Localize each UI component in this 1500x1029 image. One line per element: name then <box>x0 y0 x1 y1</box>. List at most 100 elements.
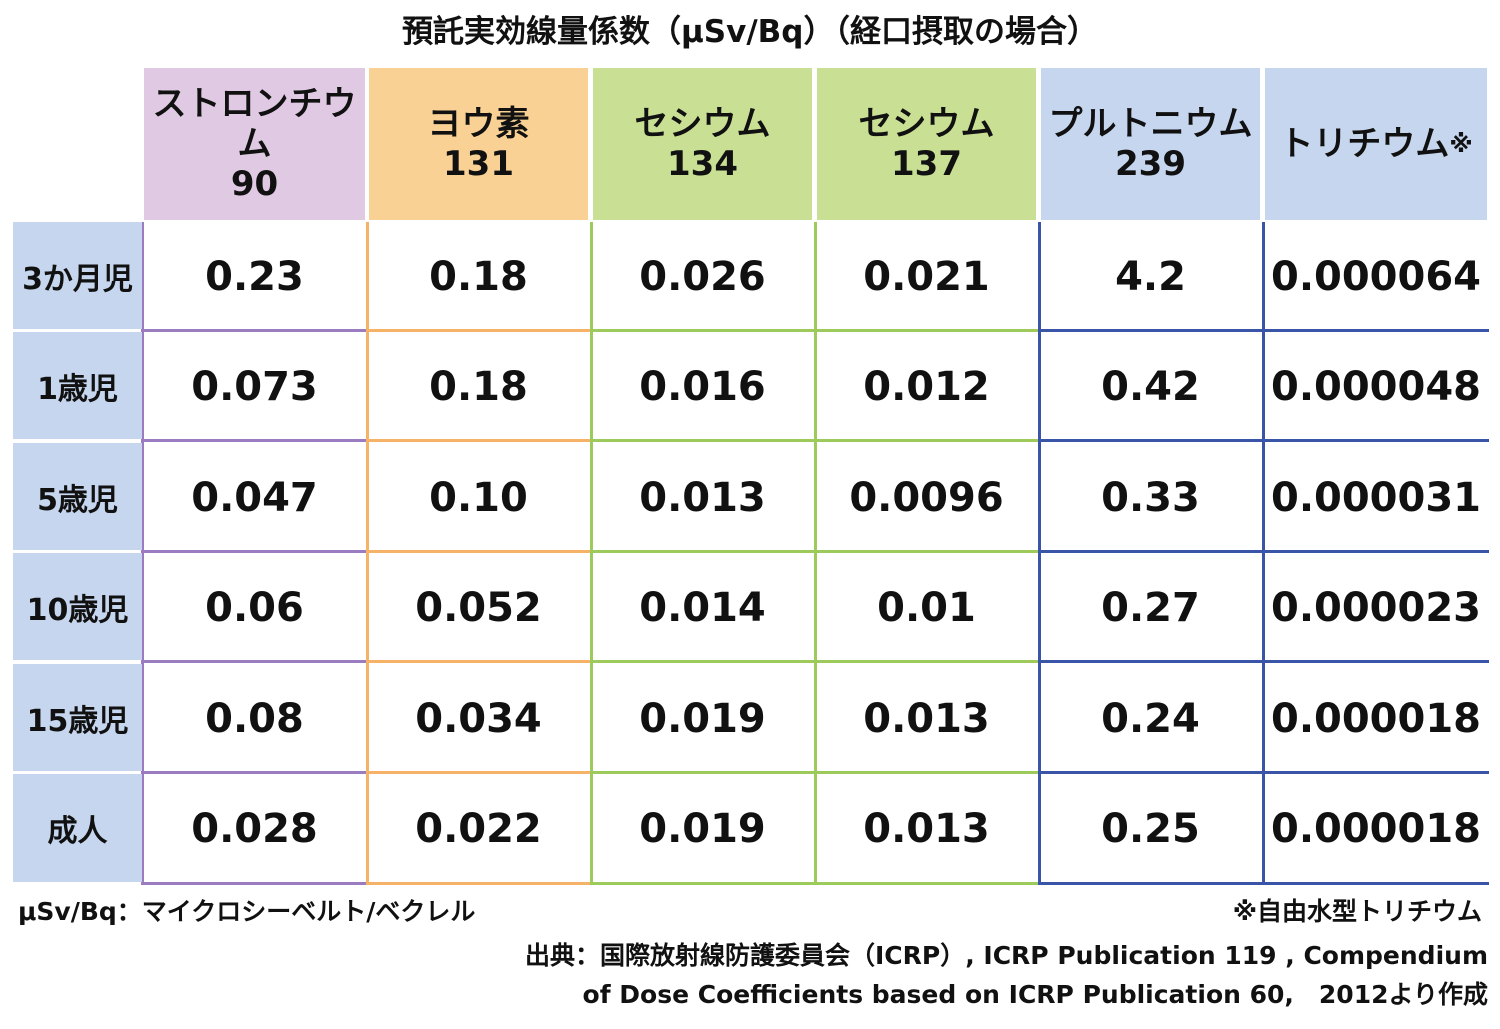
column-divider <box>366 222 369 884</box>
row-divider <box>1038 329 1262 332</box>
column-header: セシウム 134 <box>593 68 812 220</box>
table-cell: 0.000064 <box>1270 253 1482 300</box>
table-cell: 0.08 <box>205 695 304 742</box>
column-header-name: ストロンチウム <box>152 84 357 164</box>
table-cell: 0.000031 <box>1270 474 1482 521</box>
row-divider <box>366 771 590 774</box>
source-line-1: 出典：国際放射線防護委員会（ICRP）, ICRP Publication 11… <box>524 941 1488 970</box>
column-divider <box>1038 222 1041 884</box>
row-header: 3か月児 <box>13 222 142 329</box>
row-divider <box>590 329 814 332</box>
row-divider <box>814 660 1038 663</box>
table-cell: 4.2 <box>1115 253 1186 300</box>
row-divider <box>1262 550 1489 553</box>
table-cell: 0.000018 <box>1270 806 1482 852</box>
column-header-name: プルトニウム <box>1048 104 1253 144</box>
row-divider <box>141 550 367 553</box>
column-header-name: トリチウム <box>1279 124 1450 164</box>
table-cell: 0.022 <box>415 806 542 852</box>
table-cell: 0.016 <box>639 363 766 410</box>
column-divider <box>141 222 144 884</box>
table-cell: 0.25 <box>1101 806 1200 852</box>
table-cell: 0.27 <box>1101 584 1200 631</box>
table-cell: 0.019 <box>639 695 766 742</box>
column-header: セシウム 137 <box>817 68 1036 220</box>
row-header: 成人 <box>13 774 142 882</box>
row-header: 15歳児 <box>13 664 142 771</box>
row-divider <box>141 882 367 885</box>
table-cell: 0.000023 <box>1270 584 1482 631</box>
row-divider <box>141 439 367 442</box>
row-divider <box>1262 882 1489 885</box>
row-header: 1歳児 <box>13 332 142 439</box>
table-cell: 0.000048 <box>1270 363 1482 410</box>
table-cell: 0.18 <box>429 253 528 300</box>
column-header-name: セシウム <box>858 104 995 144</box>
table-cell: 0.052 <box>415 584 542 631</box>
table-cell: 0.012 <box>863 363 990 410</box>
table-cell: 0.026 <box>639 253 766 300</box>
row-header: 10歳児 <box>13 553 142 660</box>
table-cell: 0.021 <box>863 253 990 300</box>
table-cell: 0.06 <box>205 584 304 631</box>
row-divider <box>814 329 1038 332</box>
column-header: プルトニウム 239 <box>1041 68 1260 220</box>
table-cell: 0.034 <box>415 695 542 742</box>
row-divider <box>1038 550 1262 553</box>
row-divider <box>366 550 590 553</box>
row-divider <box>1038 660 1262 663</box>
row-divider <box>141 771 367 774</box>
row-divider <box>141 660 367 663</box>
column-divider <box>590 222 593 884</box>
column-header-name: セシウム <box>634 104 771 144</box>
column-header: ストロンチウム 90 <box>144 68 365 220</box>
source-line-2: of Dose Coefficients based on ICRP Publi… <box>582 980 1488 1009</box>
row-divider <box>1262 329 1489 332</box>
table-cell: 0.18 <box>429 363 528 410</box>
table-title: 預託実効線量係数（μSv/Bq）（経口摂取の場合） <box>402 14 1098 50</box>
column-divider <box>814 222 817 884</box>
row-divider <box>590 882 814 885</box>
row-divider <box>366 439 590 442</box>
table-cell: 0.33 <box>1101 474 1200 521</box>
row-divider <box>814 771 1038 774</box>
tritium-note: ※自由水型トリチウム <box>1232 897 1482 926</box>
column-header-number: 137 <box>891 144 962 184</box>
column-header: トリチウム ※ <box>1265 68 1487 220</box>
row-divider <box>1038 771 1262 774</box>
column-header-number: 134 <box>667 144 738 184</box>
row-divider <box>814 550 1038 553</box>
column-header-number: 131 <box>443 144 514 184</box>
row-divider <box>1262 660 1489 663</box>
row-divider <box>1262 771 1489 774</box>
row-divider <box>366 882 590 885</box>
table-cell: 0.013 <box>863 806 990 852</box>
table-cell: 0.013 <box>863 695 990 742</box>
row-divider <box>814 439 1038 442</box>
column-header: ヨウ素 131 <box>369 68 588 220</box>
column-divider <box>1262 222 1265 884</box>
footnote-mark: ※ <box>1449 130 1473 158</box>
row-divider <box>814 882 1038 885</box>
table-cell: 0.000018 <box>1270 695 1482 742</box>
row-divider <box>1038 882 1262 885</box>
row-divider <box>1262 439 1489 442</box>
row-header: 5歳児 <box>13 443 142 550</box>
unit-note: μSv/Bq：マイクロシーベルト/ベクレル <box>18 897 476 926</box>
row-divider <box>590 771 814 774</box>
row-divider <box>366 660 590 663</box>
table-cell: 0.073 <box>191 363 318 410</box>
row-divider <box>1038 439 1262 442</box>
table-cell: 0.24 <box>1101 695 1200 742</box>
table-cell: 0.0096 <box>849 474 1004 521</box>
column-header-name: ヨウ素 <box>427 104 530 144</box>
table-cell: 0.42 <box>1101 363 1200 410</box>
column-header-number: 90 <box>230 164 279 204</box>
table-cell: 0.10 <box>429 474 528 521</box>
table-cell: 0.013 <box>639 474 766 521</box>
table-cell: 0.019 <box>639 806 766 852</box>
table-cell: 0.028 <box>191 806 318 852</box>
table-cell: 0.047 <box>191 474 318 521</box>
table-cell: 0.014 <box>639 584 766 631</box>
